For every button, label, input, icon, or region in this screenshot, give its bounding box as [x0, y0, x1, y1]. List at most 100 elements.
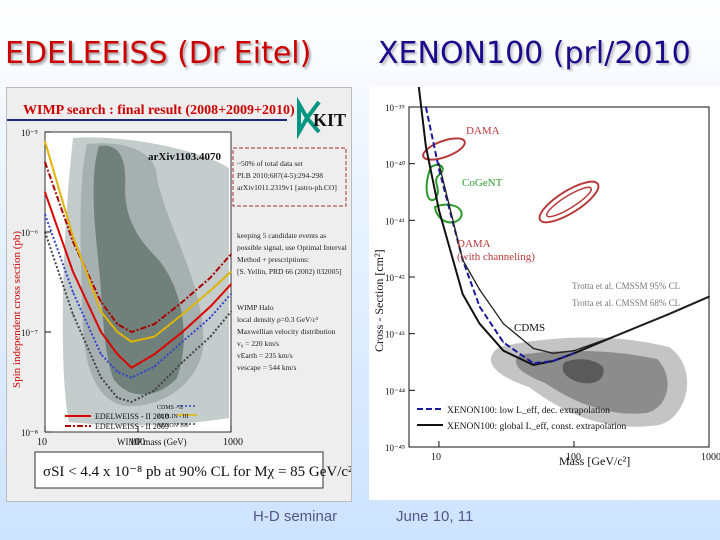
edelweiss-point-edelweiss-ii-2010-1 [72, 270, 74, 273]
xenon100-point-xenon100-global-l-eff-const-extrapolation-6 [532, 364, 535, 366]
edelweiss-x-tick-label-2: 1000 [223, 437, 243, 448]
dama-region-1 [422, 137, 466, 161]
edelweiss-point-edelweiss-ii-2010-3 [116, 353, 119, 356]
xenon100-x-tick-label-1: 100 [566, 452, 581, 463]
xenon100-plot: 10 100 1000 10⁻³⁹ 10⁻⁴⁰ 10⁻⁴¹ 10⁻⁴² 10⁻⁴³ 10⁻⁴⁴ 1… [372, 79, 720, 468]
xenon100-x-axis-label: Mass [GeV/c²] [559, 454, 630, 468]
footer-date: June 10, 11 [396, 508, 474, 525]
xenon100-point-xenon100-global-l-eff-const-extrapolation-5 [502, 349, 505, 352]
dama-channeling-sublabel: (with channeling) [457, 251, 535, 263]
halo-note-line-1: local density ρ=0.3 GeV/c³ [237, 315, 319, 324]
edelweiss-x-tick-label-1: 100 [130, 437, 145, 448]
xenon100-y-axis-label: Cross - Section [cm²] [372, 249, 386, 352]
data-set-note-line-0: ~50% of total data set [237, 159, 304, 168]
xenon100-point-cdms-3 [502, 322, 505, 325]
dama-region-2-inner [545, 186, 593, 218]
legend-label-edelweiss-ii-2009: EDELWEISS - II 2009 [95, 422, 169, 431]
dama-region-2 [538, 180, 600, 224]
dama-channeling-label: DAMA [457, 238, 491, 250]
kit-logo-text: KIT [313, 110, 346, 130]
xenon100-legend: XENON100: low L_eff, dec. extrapolation X… [417, 405, 626, 432]
edelweiss-point-zeplin-iii-4 [130, 340, 133, 343]
xenon100-point-xenon100-global-l-eff-const-extrapolation-3 [461, 293, 464, 295]
legend-label-edelweiss-ii-2010: EDELWEISS - II 2010 [95, 412, 169, 421]
edelweiss-point-zeplin-iii-8 [230, 270, 232, 273]
xenon100-x-tick-label-2: 1000 [701, 452, 720, 463]
xenon100-point-cdms-9 [708, 295, 710, 298]
arxiv-label: arXiv1103.4070 [148, 151, 222, 163]
edelweiss-plot-panel: WIMP search : final result (2008+2009+20… [6, 87, 353, 502]
edelweiss-point-cdms-ii-2 [100, 353, 102, 356]
kit-logo: KIT [297, 96, 346, 140]
xenon-legend-label-0: XENON100: low L_eff, dec. extrapolation [447, 405, 610, 416]
edelweiss-point-edelweiss-ii-2010-6 [181, 331, 184, 333]
edelweiss-point-edelweiss-ii-2009-2 [100, 301, 102, 303]
edelweiss-point-cdms-ii-3 [116, 370, 119, 373]
edelweiss-point-edelweiss-ii-2009-4 [130, 331, 133, 333]
method-note-line-2: Method + prescriptions: [237, 255, 309, 264]
edelweiss-point-zeplin-iii-1 [72, 235, 74, 238]
edelweiss-point-edelweiss-ii-2009-1 [72, 240, 74, 243]
edelweiss-point-cdms-ii-4 [130, 376, 133, 379]
edelweiss-title: WIMP search : final result (2008+2009+20… [23, 103, 295, 118]
edelweiss-point-cdms-ii-1 [72, 291, 74, 294]
halo-note-line-0: WIMP Halo [237, 303, 274, 312]
edelweiss-point-edelweiss-ii-2009-3 [116, 323, 119, 325]
xenon100-series-cdms [438, 163, 710, 354]
edelweiss-point-xenon-100-7 [209, 335, 212, 338]
edelweiss-point-edelweiss-ii-2010-8 [230, 283, 232, 286]
cmssm-95-label: Trotta et al. CMSSM 95% CL [572, 281, 680, 291]
method-note-line-3: [S. Yellin, PRD 66 (2002) 032005] [237, 267, 342, 276]
edelweiss-point-zeplin-iii-7 [209, 289, 212, 292]
edelweiss-point-xenon-100-5 [153, 389, 156, 392]
edelweiss-point-edelweiss-ii-2009-5 [153, 323, 156, 325]
xenon100-point-xenon100-low-l-eff-dec-extrapolation-5 [532, 362, 535, 365]
cmssm-core-contour [562, 359, 604, 384]
data-set-box [232, 147, 347, 207]
edelweiss-point-zeplin-iii-3 [116, 331, 119, 333]
xenon100-point-cdms-4 [532, 347, 535, 350]
halo-note-line-2: Maxwellian velocity distribution [237, 327, 336, 336]
xenon100-point-cdms-0 [438, 162, 440, 165]
xenon100-point-cdms-7 [613, 335, 616, 338]
slide-title-left: EDELEEISS (Dr Eitel) [5, 36, 312, 71]
edelweiss-y-tick-label-2: 10⁻⁷ [21, 328, 38, 338]
edelweiss-point-edelweiss-ii-2010-0 [44, 191, 46, 194]
xenon100-series-xenon100-low-l-eff-dec-extrapolation [424, 106, 575, 365]
xenon100-y-tick-label-5: 10⁻⁴⁴ [385, 386, 405, 396]
xenon100-point-xenon100-global-l-eff-const-extrapolation-4 [478, 322, 481, 325]
xenon100-point-xenon100-low-l-eff-dec-extrapolation-4 [502, 341, 505, 344]
xenon100-series-group [417, 79, 710, 367]
edelweiss-point-xenon-100-8 [230, 310, 232, 313]
xenon100-point-xenon100-global-l-eff-const-extrapolation-1 [425, 145, 427, 148]
xenon100-x-tick-label-0: 10 [431, 452, 441, 463]
result-box [34, 451, 324, 489]
edelweiss-y-tick-label-0: 10⁻⁵ [21, 128, 38, 138]
legend-label-cdms-ii: CDMS - II [157, 405, 183, 411]
xenon100-point-xenon100-global-l-eff-const-extrapolation-2 [438, 209, 440, 212]
edelweiss-point-cdms-ii-0 [44, 213, 46, 216]
cogent-region [425, 163, 444, 202]
xenon100-y-tick-label-3: 10⁻⁴² [385, 273, 405, 283]
xenon100-point-xenon100-low-l-eff-dec-extrapolation-3 [478, 305, 481, 308]
edelweiss-point-xenon-100-4 [130, 401, 133, 403]
xenon100-y-tick-label-2: 10⁻⁴¹ [385, 216, 405, 226]
edelweiss-plot: WIMP search : final result (2008+2009+20… [7, 96, 353, 489]
edelweiss-x-axis-label: WIMP mass (GeV) [117, 437, 187, 447]
edelweiss-point-edelweiss-ii-2009-0 [44, 161, 46, 163]
xenon100-point-cdms-2 [478, 288, 481, 291]
data-set-note-line-1: PLB 2010;687(4-5):294-298 [237, 171, 323, 180]
footer-event: H-D seminar [253, 508, 338, 525]
edelweiss-point-edelweiss-ii-2010-5 [153, 353, 156, 356]
edelweiss-point-zeplin-iii-0 [44, 140, 46, 143]
edelweiss-contours [62, 137, 229, 426]
xenon-legend-label-1: XENON100: global L_eff, const. extrapola… [447, 421, 626, 432]
result-text: σSI < 4.4 x 10⁻⁸ pb at 90% CL for Mχ = 8… [43, 464, 351, 480]
edelweiss-point-zeplin-iii-5 [153, 335, 156, 338]
cogent-label: CoGeNT [462, 177, 503, 189]
edelweiss-y-tick-label-3: 10⁻⁸ [21, 428, 38, 438]
xenon100-y-tick-label-1: 10⁻⁴⁰ [385, 160, 406, 170]
data-set-note-line-2: arXiv1011.2319v1 [astro-ph.CO] [237, 183, 337, 192]
halo-note-line-4: vEarth = 235 km/s [237, 351, 293, 360]
